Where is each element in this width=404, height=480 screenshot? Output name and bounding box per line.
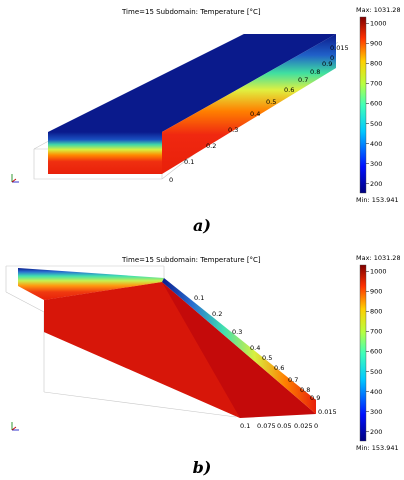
slab-top-face bbox=[48, 34, 336, 132]
colorbar-tick-700: 700 bbox=[370, 328, 382, 336]
panel-a: Time=15 Subdomain: Temperature [°C] 0 0.… bbox=[4, 4, 400, 204]
colorbar-tick-600: 600 bbox=[370, 100, 382, 108]
tick-0.3: 0.3 bbox=[228, 126, 238, 134]
tick-0.1: 0.1 bbox=[184, 158, 194, 166]
colorbar-tick-500: 500 bbox=[370, 368, 382, 376]
plot-title: Time=15 Subdomain: Temperature [°C] bbox=[121, 8, 261, 16]
slab-side-face-b bbox=[162, 278, 316, 414]
tick-b-w-0.025: 0.025 bbox=[294, 422, 313, 430]
tick-b-0.6: 0.6 bbox=[274, 364, 284, 372]
colorbar-tick-400: 400 bbox=[370, 388, 382, 396]
caption-b: b) bbox=[192, 458, 212, 477]
colorbar-tick-1000: 1000 bbox=[370, 267, 387, 275]
colorbar-tick-900: 900 bbox=[370, 40, 382, 48]
tick-0: 0 bbox=[169, 176, 173, 184]
colorbar-tick-900: 900 bbox=[370, 288, 382, 296]
colorbar-tick-800: 800 bbox=[370, 60, 382, 68]
colorbar-min-label: Min: 153.941 bbox=[356, 196, 399, 204]
tick-0.4: 0.4 bbox=[250, 110, 260, 118]
colorbar-tick-800: 800 bbox=[370, 308, 382, 316]
plot-a: Time=15 Subdomain: Temperature [°C] 0 0.… bbox=[11, 6, 400, 204]
tick-b-w-0: 0 bbox=[314, 422, 318, 430]
tick-b-0.8: 0.8 bbox=[300, 386, 310, 394]
tick-b-w-0.05: 0.05 bbox=[277, 422, 291, 430]
tick-b-0.9: 0.9 bbox=[310, 394, 320, 402]
slab-side-face bbox=[162, 34, 336, 174]
colorbar-min-label-b: Min: 153.941 bbox=[356, 444, 399, 452]
tick-b-0.7: 0.7 bbox=[288, 376, 298, 384]
tick-0.7: 0.7 bbox=[298, 76, 308, 84]
tick-b-0.5: 0.5 bbox=[262, 354, 272, 362]
colorbar-tick-1000: 1000 bbox=[370, 19, 387, 27]
plot-b: Time=15 Subdomain: Temperature [°C] 0.1 … bbox=[5, 254, 400, 452]
length-axis-ticks: 0 0.1 0.2 0.3 0.4 0.5 0.6 0.7 0.8 0.9 0.… bbox=[169, 44, 349, 184]
colorbar-max-label-b: Max: 1031.289 bbox=[356, 254, 400, 262]
colorbar: Max: 1031.289 Min: 153.941 1000 900 800 700… bbox=[356, 6, 400, 204]
tick-b-0.1: 0.1 bbox=[194, 294, 204, 302]
tick-b-0.3: 0.3 bbox=[232, 328, 242, 336]
slab-lower-face-b bbox=[44, 282, 240, 418]
width-axis-ticks-b: 0.1 0.075 0.05 0.025 0 bbox=[240, 422, 318, 430]
colorbar-b: Max: 1031.289 Min: 153.941 1000 900 800 700… bbox=[356, 254, 400, 452]
tick-0-depth: 0 bbox=[330, 54, 334, 62]
tick-0.6: 0.6 bbox=[284, 86, 294, 94]
tick-0.015: 0.015 bbox=[330, 44, 349, 52]
tick-b-0.2: 0.2 bbox=[212, 310, 222, 318]
tick-b-w-0.1: 0.1 bbox=[240, 422, 250, 430]
plot-title-b: Time=15 Subdomain: Temperature [°C] bbox=[121, 256, 261, 264]
slab-front-face bbox=[48, 132, 162, 174]
tick-b-w-0.075: 0.075 bbox=[257, 422, 276, 430]
tick-0.5: 0.5 bbox=[266, 98, 276, 106]
axis-triad-icon-b bbox=[11, 422, 19, 431]
colorbar-tick-400: 400 bbox=[370, 140, 382, 148]
tick-b-0.015: 0.015 bbox=[318, 408, 337, 416]
axis-triad-icon bbox=[11, 174, 19, 183]
tick-b-0.4: 0.4 bbox=[250, 344, 260, 352]
colorbar-tick-600: 600 bbox=[370, 348, 382, 356]
tick-0.9: 0.9 bbox=[322, 60, 332, 68]
colorbar-tick-500: 500 bbox=[370, 120, 382, 128]
colorbar-tick-300: 300 bbox=[370, 160, 382, 168]
colorbar-max-label: Max: 1031.289 bbox=[356, 6, 400, 14]
colorbar-tick-200: 200 bbox=[370, 428, 382, 436]
colorbar-tick-700: 700 bbox=[370, 80, 382, 88]
caption-a: a) bbox=[193, 216, 211, 235]
length-axis-ticks-b: 0.1 0.2 0.3 0.4 0.5 0.6 0.7 0.8 0.9 bbox=[194, 294, 320, 402]
slab-top-face-b bbox=[18, 268, 164, 300]
tick-0.8: 0.8 bbox=[310, 68, 320, 76]
panel-b: Time=15 Subdomain: Temperature [°C] 0.1 … bbox=[4, 252, 400, 452]
tick-0.2: 0.2 bbox=[206, 142, 216, 150]
colorbar-tick-200: 200 bbox=[370, 180, 382, 188]
colorbar-tick-300: 300 bbox=[370, 408, 382, 416]
